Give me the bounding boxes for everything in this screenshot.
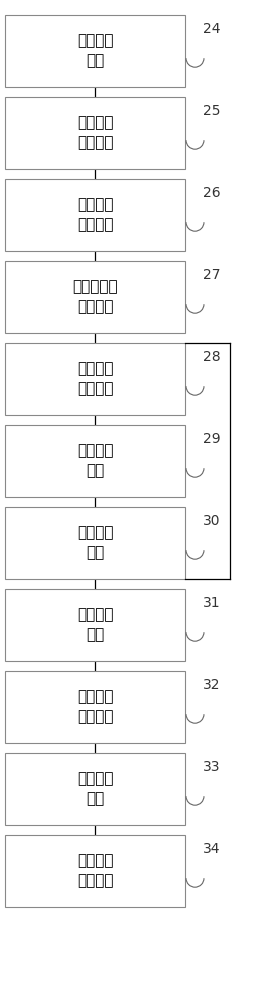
- Text: 预想故障集
设置单元: 预想故障集 设置单元: [72, 280, 118, 314]
- Text: 25: 25: [203, 104, 221, 118]
- Text: 结果读取
单元: 结果读取 单元: [77, 444, 113, 478]
- Bar: [5, 343, 185, 415]
- Text: 计算类型
设置单元: 计算类型 设置单元: [77, 198, 113, 232]
- Text: 32: 32: [203, 678, 221, 692]
- Text: 场景设置
单元: 场景设置 单元: [77, 34, 113, 68]
- Bar: [5, 753, 185, 825]
- Bar: [5, 425, 185, 497]
- Bar: [5, 835, 185, 907]
- Text: 预想故障
计算单元: 预想故障 计算单元: [77, 362, 113, 396]
- Text: 27: 27: [203, 268, 221, 282]
- Text: 24: 24: [203, 22, 221, 36]
- Bar: [5, 261, 185, 333]
- Text: 沙盘模型
生成单元: 沙盘模型 生成单元: [77, 690, 113, 724]
- Text: 33: 33: [203, 760, 221, 774]
- Text: 30: 30: [203, 514, 221, 528]
- Text: 结果映射
单元: 结果映射 单元: [77, 608, 113, 642]
- Bar: [5, 507, 185, 579]
- Text: 计算识别
单元: 计算识别 单元: [77, 526, 113, 560]
- Text: 沙盘输出
单元: 沙盘输出 单元: [77, 772, 113, 806]
- Text: 26: 26: [203, 186, 221, 200]
- Bar: [5, 97, 185, 169]
- Bar: [5, 15, 185, 87]
- Text: 运行方式
设置单元: 运行方式 设置单元: [77, 116, 113, 150]
- Text: 28: 28: [203, 350, 221, 364]
- Text: 34: 34: [203, 842, 221, 856]
- Text: 31: 31: [203, 596, 221, 610]
- Bar: [5, 179, 185, 251]
- Bar: [5, 589, 185, 661]
- Bar: [5, 671, 185, 743]
- Text: 沙盘展现
控制单元: 沙盘展现 控制单元: [77, 854, 113, 888]
- Text: 29: 29: [203, 432, 221, 446]
